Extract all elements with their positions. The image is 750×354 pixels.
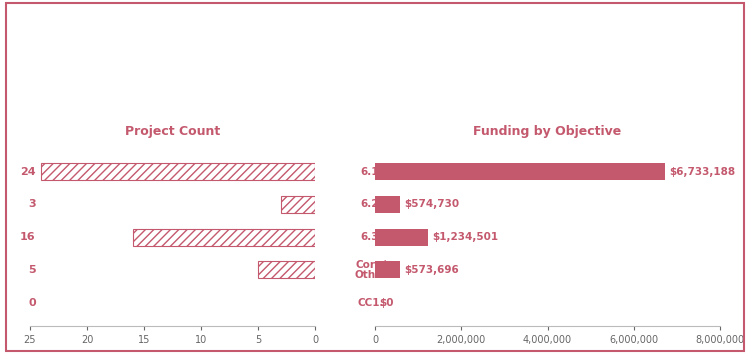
Text: 2016: 2016 <box>350 21 400 39</box>
Text: $574,730: $574,730 <box>404 199 459 210</box>
Text: 3: 3 <box>28 199 36 210</box>
Text: 16: 16 <box>20 232 36 242</box>
Text: Core/
Other: Core/ Other <box>355 260 388 280</box>
Text: 24: 24 <box>20 167 36 177</box>
Text: 6.3.: 6.3. <box>360 232 382 242</box>
Text: 6.1.: 6.1. <box>360 167 382 177</box>
Text: Project Count: Project Count <box>124 125 220 138</box>
Text: Number of Projects: 48: Number of Projects: 48 <box>284 104 466 119</box>
Text: $1,234,501: $1,234,501 <box>433 232 499 242</box>
Text: CC1.: CC1. <box>358 298 385 308</box>
Text: Funding by Objective: Funding by Objective <box>473 125 622 138</box>
Text: $573,696: $573,696 <box>404 265 459 275</box>
Text: 5: 5 <box>28 265 36 275</box>
Bar <box>133 229 315 246</box>
Bar <box>258 262 315 279</box>
Text: 6.2.: 6.2. <box>360 199 382 210</box>
Bar <box>375 163 665 180</box>
Text: $6,733,188: $6,733,188 <box>670 167 736 177</box>
Bar <box>41 163 315 180</box>
Bar <box>375 229 428 246</box>
Text: $0: $0 <box>380 298 394 308</box>
Text: 0: 0 <box>28 298 36 308</box>
Bar <box>280 196 315 213</box>
Bar <box>375 262 400 279</box>
Text: Question 6 – Lifespan Issues: Question 6 – Lifespan Issues <box>264 51 486 65</box>
Bar <box>375 196 400 213</box>
Text: Total Funding: $9,116,115: Total Funding: $9,116,115 <box>273 78 477 92</box>
